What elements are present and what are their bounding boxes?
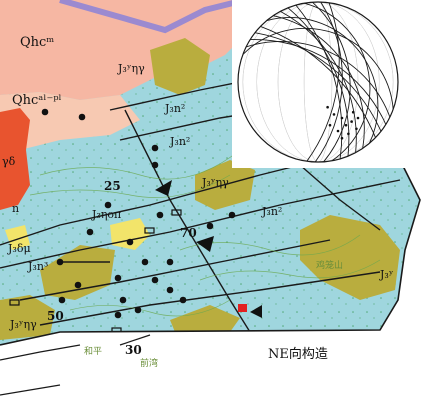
label-gamma-delta: γδ bbox=[2, 155, 16, 168]
pole-point bbox=[340, 116, 344, 120]
dip-value: 70 bbox=[180, 226, 197, 240]
stereonet-background bbox=[232, 0, 423, 168]
pole-point bbox=[328, 123, 332, 127]
great-circle bbox=[273, 15, 365, 149]
qhc-marine-unit bbox=[0, 0, 250, 100]
label-j3y-right: J₃ʸ bbox=[379, 268, 394, 281]
pole-point bbox=[326, 105, 329, 109]
place-name: 鸡笼山 bbox=[316, 259, 343, 271]
label-granite-bl: J₃ʸηγ bbox=[9, 318, 37, 331]
label-granite-mid: J₃ʸηγ bbox=[201, 176, 229, 189]
label-j3n2-a: J₃n² bbox=[164, 102, 185, 115]
great-circle bbox=[314, 1, 343, 163]
place-name: 前湾 bbox=[140, 357, 158, 369]
pole-point bbox=[340, 136, 344, 140]
granite-body-bottom-left bbox=[0, 295, 55, 340]
primitive-circle bbox=[237, 1, 399, 163]
label-qhc-alluvial: Qhcᵃˡ⁻ᵖˡ bbox=[12, 93, 62, 108]
label-j3n3: J₃n³ bbox=[27, 260, 48, 273]
pole-point bbox=[350, 120, 353, 123]
pole-point bbox=[355, 127, 358, 131]
great-circle bbox=[245, 41, 391, 118]
label-n-left: n bbox=[12, 202, 19, 215]
great-circle bbox=[266, 17, 379, 144]
granite-body-right bbox=[300, 215, 400, 300]
figure-caption: NE向构造 bbox=[268, 346, 328, 362]
dip-value: 30 bbox=[125, 343, 142, 357]
granite-body-top bbox=[150, 38, 210, 95]
great-circle bbox=[303, 2, 371, 162]
highlight-sample bbox=[238, 304, 247, 312]
stereonet-inset bbox=[232, 0, 423, 168]
great-circle bbox=[312, 1, 351, 163]
label-granite-top: J₃ʸηγ bbox=[117, 62, 145, 75]
qhc-alluvial-unit bbox=[0, 92, 140, 155]
pole-point bbox=[356, 116, 360, 120]
pole-point bbox=[336, 129, 340, 133]
great-circle bbox=[306, 2, 340, 162]
label-eta-o-pi: J₃ηοπ bbox=[91, 208, 121, 221]
label-j3n2-b: J₃n² bbox=[169, 135, 190, 148]
great-circle bbox=[260, 25, 376, 138]
label-j3n2-c: J₃n² bbox=[261, 205, 282, 218]
attitude-symbols bbox=[9, 180, 262, 334]
yellow-intrusion-left bbox=[5, 225, 30, 250]
label-j3-delta-mu: J₃δμ bbox=[7, 242, 31, 255]
pole-point bbox=[332, 113, 336, 116]
granite-body-bottom bbox=[170, 305, 240, 332]
lower-map-lines bbox=[0, 334, 151, 396]
pole-points bbox=[326, 105, 360, 140]
place-name: 和平 bbox=[84, 346, 102, 357]
road-line bbox=[59, 0, 246, 34]
pole-point bbox=[351, 110, 355, 114]
gamma-delta-unit bbox=[0, 108, 30, 210]
pole-point bbox=[347, 132, 350, 136]
label-qhc-marine: Qhcᵐ bbox=[20, 35, 54, 50]
dip-value: 25 bbox=[104, 179, 121, 193]
pole-point bbox=[344, 123, 348, 127]
dip-value: 50 bbox=[47, 309, 64, 323]
great-circle bbox=[287, 7, 350, 157]
